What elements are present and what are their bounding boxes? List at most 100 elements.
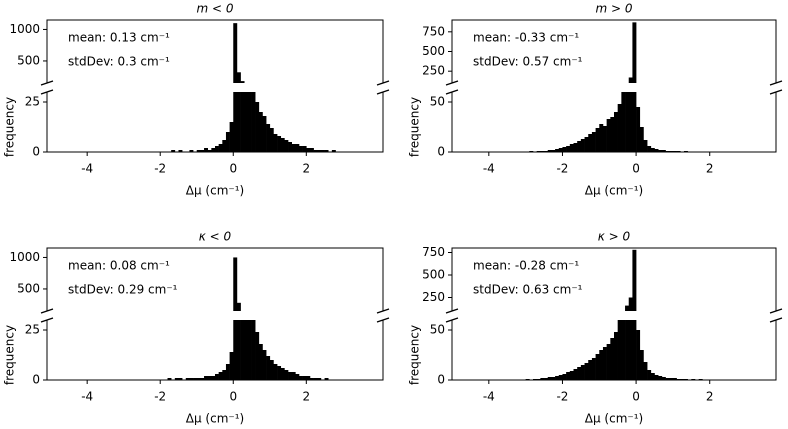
bar — [591, 132, 596, 152]
bar — [211, 376, 216, 380]
bar — [225, 364, 230, 380]
bar-upper — [233, 257, 238, 311]
bar — [320, 150, 325, 152]
annotation: stdDev: 0.63 cm⁻¹ — [473, 283, 583, 297]
bar — [193, 378, 198, 380]
lower-plot — [171, 92, 336, 152]
bar-upper — [240, 81, 245, 83]
axis-break — [40, 89, 54, 95]
bar — [302, 146, 307, 152]
axis-break — [445, 89, 459, 95]
bar — [569, 371, 574, 380]
bar — [606, 344, 611, 380]
x-tick-label: -4 — [81, 162, 93, 176]
bar — [262, 116, 267, 152]
y-tick-label: 250 — [422, 64, 445, 78]
bar — [544, 378, 549, 380]
y-tick-label: 750 — [422, 245, 445, 259]
bar — [222, 370, 227, 380]
x-tick-label: -2 — [154, 390, 166, 404]
x-tick-label: -4 — [483, 162, 495, 176]
y-tick-label: 500 — [17, 281, 40, 295]
x-axis-label: Δμ (cm⁻¹) — [186, 184, 244, 198]
axis-break — [376, 89, 390, 95]
chart-title: κ > 0 — [598, 230, 631, 244]
bar — [269, 128, 274, 152]
chart-title: m < 0 — [196, 2, 233, 16]
axis-break — [376, 308, 390, 314]
bar-upper — [236, 302, 241, 311]
bar — [617, 104, 622, 152]
bar — [317, 150, 322, 152]
upper-spine — [46, 19, 384, 83]
bar — [185, 378, 190, 380]
bar — [643, 140, 648, 152]
bar — [569, 144, 574, 152]
y-tick-label: 0 — [32, 373, 40, 387]
y-tick-label: 1000 — [9, 250, 40, 264]
bar — [599, 350, 604, 380]
bar — [266, 356, 271, 380]
bar — [225, 132, 230, 152]
x-axis-label: Δμ (cm⁻¹) — [585, 412, 643, 426]
bar — [595, 354, 600, 380]
bar — [277, 366, 282, 380]
bar — [547, 377, 552, 380]
bar — [277, 136, 282, 152]
bar — [647, 370, 652, 380]
bar — [573, 369, 578, 380]
axis-break — [445, 308, 459, 314]
y-tick-label: 500 — [17, 53, 40, 67]
x-tick-label: -4 — [81, 390, 93, 404]
bar-upper — [628, 77, 633, 83]
bar — [291, 144, 296, 152]
axis-break — [769, 89, 783, 95]
bar — [211, 148, 216, 152]
bar — [236, 320, 241, 380]
y-axis-label: frequency — [3, 325, 17, 385]
bar — [251, 92, 256, 152]
bar — [288, 372, 292, 380]
bar — [595, 128, 600, 152]
axis-break — [769, 308, 783, 314]
y-tick-label: 0 — [437, 373, 445, 387]
bar — [602, 126, 607, 152]
bar — [251, 320, 256, 380]
bar — [577, 367, 582, 380]
bar — [558, 148, 563, 152]
x-tick-label: 2 — [706, 390, 714, 404]
upper-plot — [233, 23, 245, 83]
bar — [566, 146, 571, 152]
lower-plot — [167, 320, 329, 380]
y-tick-label: 250 — [422, 290, 445, 304]
upper-plot — [625, 249, 637, 311]
bar — [255, 102, 260, 152]
bar — [658, 376, 663, 380]
bar — [614, 112, 618, 152]
bar — [636, 330, 641, 380]
bar — [309, 148, 314, 152]
y-tick-label: 25 — [25, 323, 40, 337]
bar — [584, 137, 589, 152]
bar — [218, 144, 223, 152]
bar — [562, 147, 567, 152]
bar — [573, 143, 578, 152]
bar — [614, 332, 618, 380]
upper-plot — [233, 257, 241, 311]
bar — [584, 363, 589, 380]
bar — [639, 127, 644, 152]
y-tick-label: 500 — [422, 268, 445, 282]
axis-break — [376, 317, 390, 323]
axis-break — [40, 317, 54, 323]
bar — [167, 378, 172, 380]
upper-spine — [46, 247, 384, 311]
bar-upper — [632, 249, 637, 311]
lower-plot — [525, 320, 703, 380]
bar — [551, 377, 556, 380]
bar — [215, 146, 219, 152]
axis-break — [769, 317, 783, 323]
bar — [661, 377, 666, 380]
chart-title: m > 0 — [595, 2, 632, 16]
lower-spine — [451, 92, 777, 153]
